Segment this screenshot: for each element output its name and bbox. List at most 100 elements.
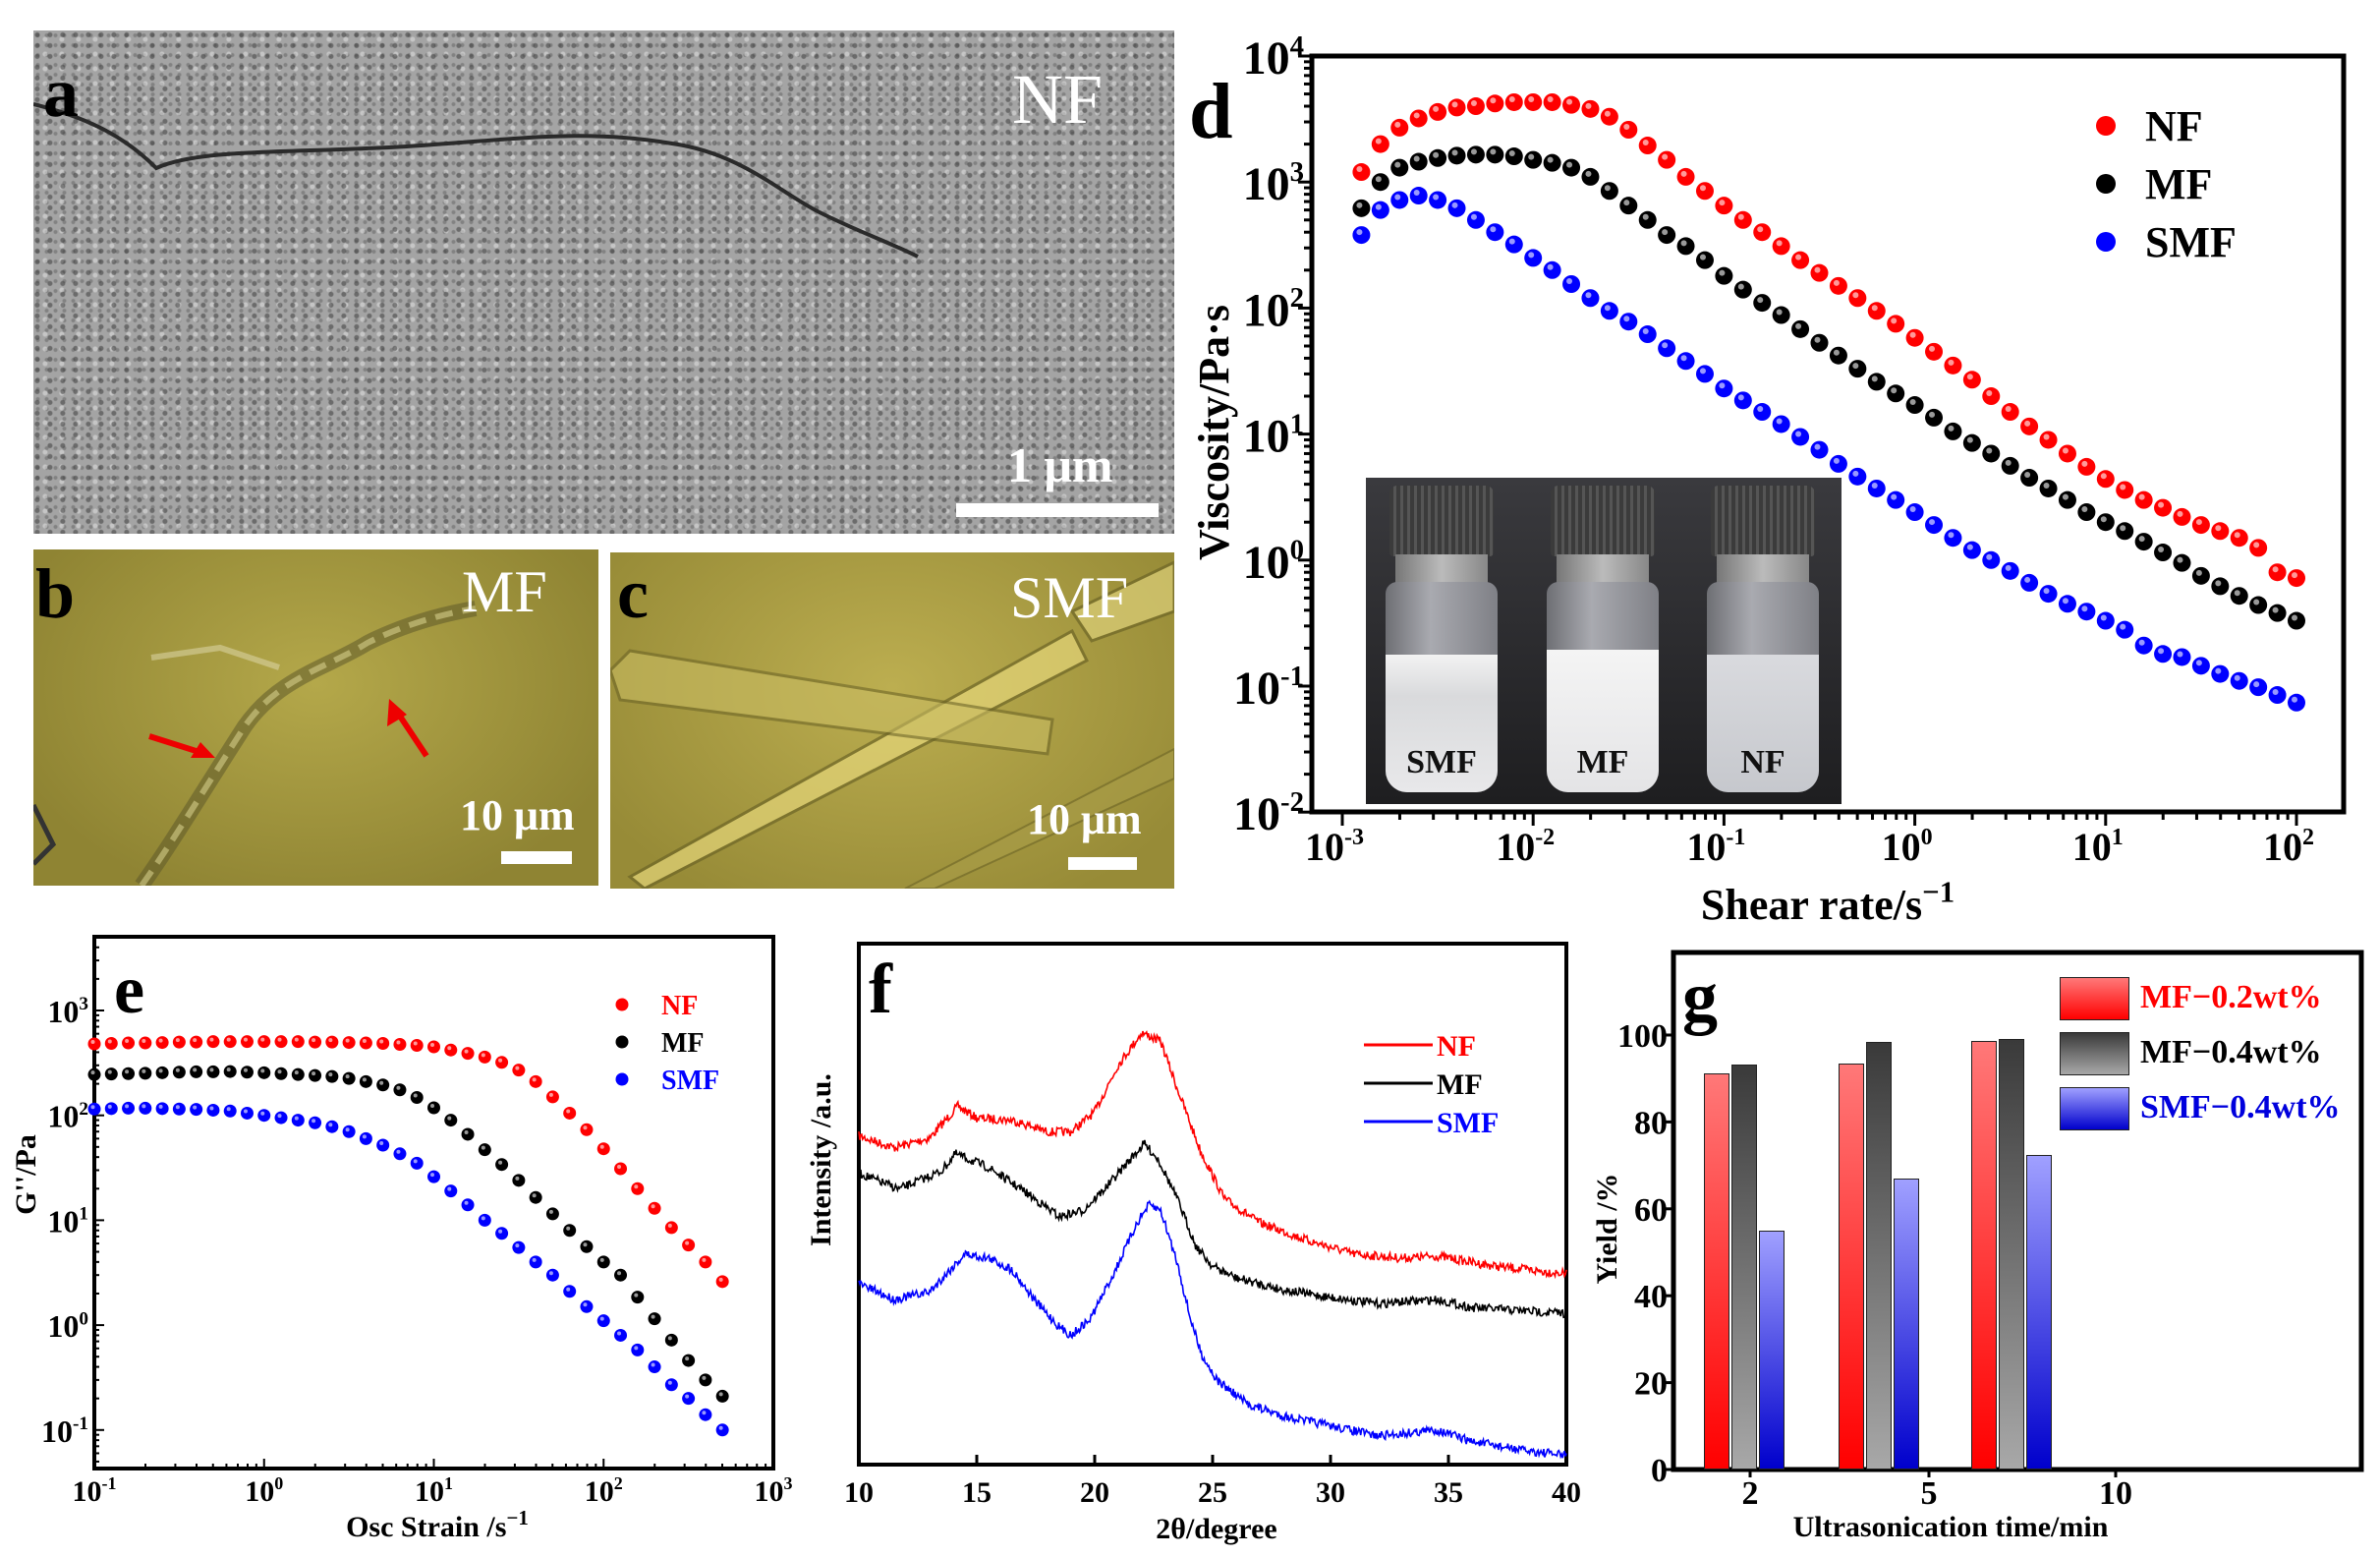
- data-point-smf: [461, 1198, 475, 1212]
- data-point-nf: [545, 1090, 559, 1104]
- axis-title-text: Viscosity/Pa·s: [1190, 305, 1238, 560]
- point-highlight: [2062, 447, 2068, 454]
- data-point-mf: [172, 1066, 186, 1079]
- bar-0-0: [1704, 1072, 1729, 1470]
- data-point-mf: [1772, 306, 1790, 324]
- data-point-nf: [104, 1037, 118, 1051]
- point-highlight: [362, 1077, 367, 1082]
- data-point-nf: [1829, 276, 1847, 295]
- legend-label: MF: [661, 1028, 705, 1059]
- data-point-smf: [2173, 648, 2191, 666]
- point-highlight: [1642, 328, 1649, 335]
- xrd-curve-nf: [858, 1030, 1567, 1280]
- y-tick-label: 101: [1243, 408, 1304, 462]
- point-highlight: [396, 1149, 401, 1154]
- data-point-mf: [2154, 544, 2173, 562]
- data-point-smf: [1733, 391, 1752, 410]
- point-highlight: [548, 1271, 553, 1276]
- point-highlight: [464, 1129, 469, 1134]
- point-highlight: [1433, 151, 1440, 158]
- data-point-mf: [342, 1071, 356, 1085]
- tick-exponent: 0: [1921, 825, 1933, 850]
- data-point-nf: [1429, 102, 1447, 121]
- tick-base: 10: [2072, 825, 2112, 869]
- point-highlight: [651, 1204, 655, 1209]
- tick-exponent: 1: [1290, 408, 1304, 439]
- data-point-mf: [715, 1389, 729, 1403]
- panel-label-c: c: [617, 554, 649, 633]
- data-point-nf: [1486, 94, 1504, 113]
- point-highlight: [1757, 297, 1764, 304]
- point-highlight: [1966, 374, 1973, 380]
- data-point-nf: [1772, 237, 1790, 256]
- point-highlight: [175, 1038, 180, 1043]
- data-point-smf: [529, 1255, 542, 1269]
- y-axis-title: Viscosity/Pa·s: [1190, 305, 1238, 560]
- point-highlight: [1413, 190, 1420, 197]
- point-highlight: [1566, 277, 1573, 284]
- data-point-smf: [2211, 664, 2230, 683]
- tick-base: 10: [1243, 32, 1290, 85]
- tick-exponent: 1: [2112, 825, 2124, 850]
- data-point-mf: [1390, 158, 1409, 177]
- bar-1-1: [1866, 1041, 1892, 1470]
- data-point-nf: [190, 1035, 203, 1049]
- data-point-smf: [2077, 603, 2096, 621]
- tick-base: 10: [415, 1475, 444, 1508]
- data-point-nf: [2154, 498, 2173, 517]
- point-highlight: [667, 1223, 672, 1228]
- data-point-mf: [580, 1240, 594, 1253]
- point-highlight: [1585, 102, 1592, 109]
- point-highlight: [1375, 176, 1382, 183]
- data-point-smf: [342, 1124, 356, 1138]
- data-point-mf: [223, 1065, 237, 1078]
- data-point-nf: [699, 1255, 712, 1269]
- vial-label: SMF: [1406, 744, 1477, 780]
- point-highlight: [2005, 459, 2012, 466]
- bar-2-0: [1759, 1230, 1785, 1470]
- point-highlight: [1871, 482, 1878, 489]
- data-point-mf: [1733, 280, 1752, 299]
- data-point-mf: [478, 1143, 491, 1157]
- point-highlight: [718, 1277, 723, 1282]
- tick-exponent: 0: [79, 1308, 88, 1329]
- data-point-smf: [1524, 249, 1543, 267]
- data-point-nf: [427, 1040, 440, 1054]
- data-point-nf: [87, 1037, 101, 1051]
- data-point-mf: [1504, 147, 1523, 166]
- data-point-mf: [1887, 384, 1905, 403]
- data-point-smf: [1887, 490, 1905, 509]
- y-tick-label: 100: [1617, 1018, 1668, 1055]
- point-highlight: [532, 1077, 537, 1082]
- point-highlight: [1662, 229, 1669, 236]
- point-highlight: [1547, 95, 1554, 102]
- data-point-smf: [495, 1227, 509, 1240]
- data-point-mf: [461, 1127, 475, 1141]
- point-highlight: [617, 1331, 622, 1336]
- axis-title-superscript: −1: [506, 1506, 528, 1529]
- point-highlight: [702, 1411, 707, 1415]
- axis-title-text: Shear rate/s: [1701, 881, 1922, 929]
- data-point-mf: [1429, 148, 1447, 167]
- data-point-mf: [2077, 503, 2096, 522]
- micrograph-mf: [33, 549, 598, 886]
- data-point-nf: [648, 1201, 661, 1215]
- data-point-nf: [1352, 163, 1371, 182]
- data-point-smf: [2268, 686, 2287, 705]
- vial-smf: SMF: [1384, 486, 1500, 795]
- tick-exponent: -1: [1726, 825, 1745, 850]
- tick-base: 10: [1243, 284, 1290, 336]
- point-highlight: [718, 1392, 723, 1397]
- point-highlight: [2253, 542, 2260, 548]
- legend-label: MF−0.2wt%: [2140, 979, 2322, 1015]
- point-highlight: [2234, 532, 2240, 539]
- point-highlight: [142, 1039, 146, 1044]
- point-highlight: [328, 1072, 333, 1077]
- data-point-nf: [478, 1050, 491, 1064]
- point-highlight: [413, 1159, 418, 1164]
- data-point-nf: [2173, 507, 2191, 526]
- data-point-smf: [614, 1328, 628, 1342]
- data-point-smf: [1466, 210, 1485, 229]
- data-point-nf: [1524, 92, 1543, 111]
- point-highlight: [464, 1049, 469, 1054]
